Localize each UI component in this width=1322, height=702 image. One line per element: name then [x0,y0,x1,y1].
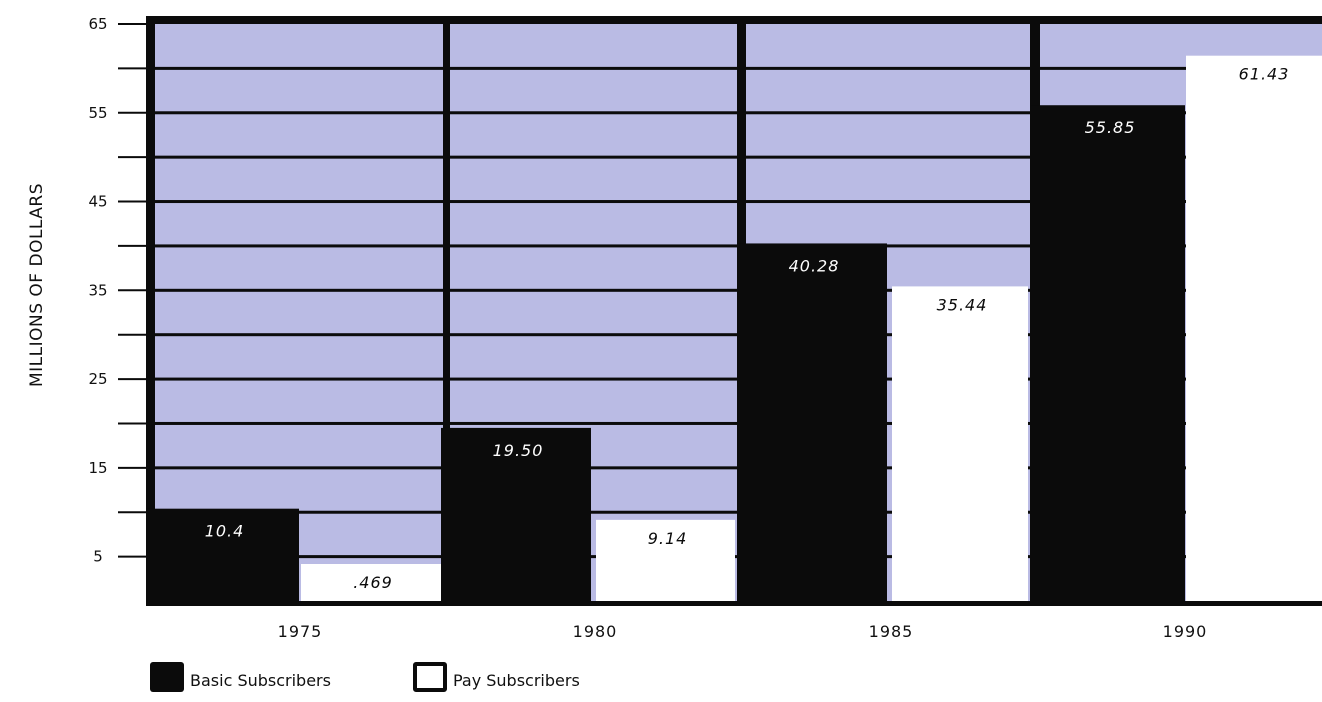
legend-label-basic: Basic Subscribers [190,671,331,690]
legend-item-basic: Basic Subscribers [150,662,331,692]
x-category-label: 1975 [278,622,323,641]
gridline [746,377,1030,381]
bar-pay [301,564,441,601]
x-category-label: 1985 [869,622,914,641]
gridline [155,155,443,159]
gridline [450,155,737,159]
group-panel [155,24,443,601]
y-tick-label: 65 [88,15,107,33]
gridline [746,288,1030,292]
gridline [155,421,443,425]
gridline [450,466,737,470]
gridline [155,377,443,381]
y-tick-label: 45 [88,193,107,211]
data-label-pay: 9.14 [648,529,688,548]
data-label-basic: 19.50 [493,441,544,460]
legend-swatch-pay [412,662,447,692]
bar-basic [737,243,887,606]
bar-pay [596,519,735,601]
legend: Basic Subscribers Pay Subscribers [150,662,662,692]
y-tick-label: 5 [93,548,103,566]
gridline [746,421,1030,425]
gridline [450,66,737,70]
gridline [746,244,1030,248]
gridline [746,66,1030,70]
legend-item-pay: Pay Subscribers [412,662,580,692]
gridline [746,510,1030,514]
gridline [155,111,443,115]
bar-basic [146,508,299,606]
bar-pay [1186,55,1322,602]
y-tick-label: 35 [88,281,107,299]
y-tick-label: 25 [88,370,107,388]
bar-basic [441,427,591,606]
gridline [450,200,737,204]
gridline [450,288,737,292]
gridline [450,377,737,381]
gridline [155,333,443,337]
gridline [155,244,443,248]
gridline [746,200,1030,204]
data-label-pay: .469 [353,573,393,592]
gridline [155,200,443,204]
gridline [155,66,443,70]
gridline [450,510,737,514]
data-label-pay: 61.43 [1239,65,1290,84]
gridline [450,333,737,337]
y-axis-title: MILLIONS OF DOLLARS [27,183,47,387]
gridline [450,244,737,248]
bar-pay [892,286,1028,601]
gridline [1040,66,1322,70]
gridline [746,155,1030,159]
x-category-label: 1980 [573,622,618,641]
y-tick-label: 15 [88,459,107,477]
legend-swatch-basic [150,662,184,692]
gridline [155,288,443,292]
x-category-label: 1990 [1163,622,1208,641]
y-tick-label: 55 [88,104,107,122]
gridline [746,333,1030,337]
gridline [450,421,737,425]
data-label-basic: 40.28 [789,256,840,275]
gridline [450,111,737,115]
gridline [450,555,737,559]
data-label-basic: 10.4 [205,522,245,541]
gridline [155,466,443,470]
legend-label-pay: Pay Subscribers [452,671,580,690]
gridline [746,111,1030,115]
data-label-pay: 35.44 [937,295,988,314]
gridline [746,466,1030,470]
data-label-basic: 55.85 [1085,118,1136,137]
gridline [746,555,1030,559]
bar-basic [1031,105,1185,606]
